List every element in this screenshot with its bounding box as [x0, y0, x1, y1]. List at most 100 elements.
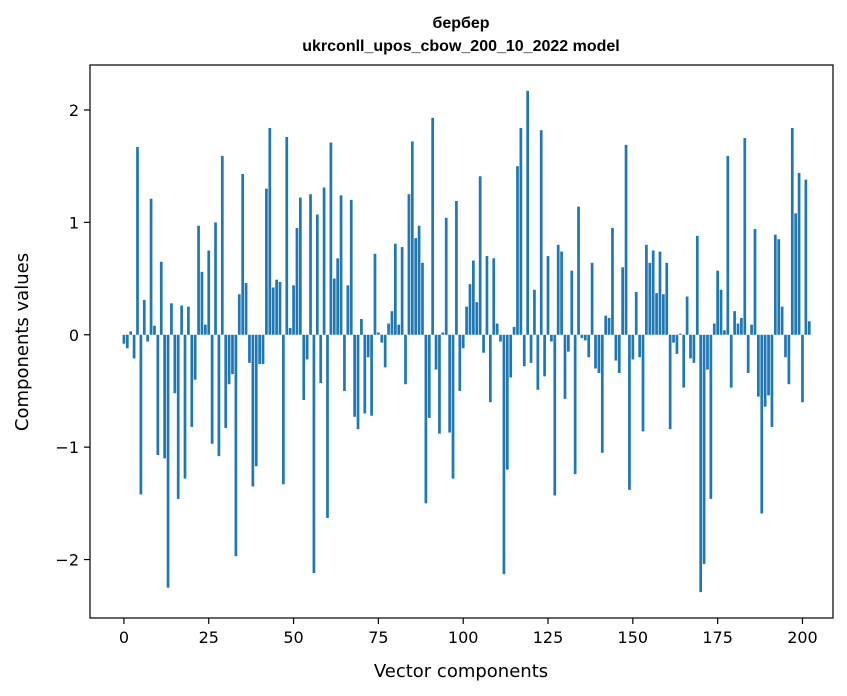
- bar-140: [597, 334, 601, 373]
- y-tick-label: 1: [69, 213, 79, 232]
- bar-88: [421, 262, 424, 335]
- bar-171: [702, 334, 706, 565]
- bar-200: [801, 334, 804, 403]
- bar-98: [455, 201, 458, 335]
- x-tick-label: 175: [702, 628, 733, 647]
- bar-99: [458, 334, 462, 391]
- bar-56: [312, 334, 316, 574]
- bar-61: [329, 142, 333, 335]
- bar-111: [499, 334, 502, 342]
- bar-95: [444, 217, 448, 335]
- bar-106: [482, 334, 485, 353]
- chart-title-line2: ukrconll_upos_cbow_200_10_2022 model: [302, 38, 619, 55]
- bar-93: [438, 334, 441, 434]
- bar-155: [648, 262, 652, 335]
- bar-124: [543, 334, 546, 377]
- bar-35: [241, 174, 245, 335]
- bar-24: [203, 324, 207, 335]
- bar-193: [777, 239, 781, 335]
- bar-156: [651, 250, 655, 335]
- bar-18: [183, 334, 187, 479]
- bar-101: [465, 306, 468, 335]
- bar-22: [197, 225, 200, 335]
- bar-72: [366, 334, 370, 358]
- bar-20: [190, 334, 194, 427]
- y-tick-label: −1: [55, 438, 79, 457]
- bar-115: [512, 326, 516, 335]
- bar-89: [424, 334, 428, 504]
- bar-202: [807, 321, 811, 335]
- bar-57: [315, 214, 319, 335]
- bar-53: [302, 334, 306, 400]
- bar-74: [373, 253, 377, 335]
- bar-48: [285, 136, 289, 335]
- bar-164: [678, 333, 682, 335]
- bar-5: [139, 334, 143, 495]
- bar-107: [485, 256, 489, 335]
- bar-149: [628, 334, 631, 490]
- bar-76: [380, 334, 384, 343]
- bar-137: [587, 334, 591, 358]
- bar-153: [641, 334, 645, 432]
- x-tick-label: 125: [533, 628, 564, 647]
- bar-25: [207, 250, 211, 335]
- bar-197: [790, 127, 794, 335]
- bar-23: [200, 271, 204, 335]
- bar-7: [146, 334, 150, 342]
- bar-82: [400, 247, 404, 335]
- bar-104: [475, 302, 479, 335]
- bar-117: [519, 127, 523, 335]
- bar-166: [685, 296, 689, 335]
- bar-152: [638, 334, 641, 358]
- plot-frame: [89, 64, 834, 619]
- bar-32: [231, 334, 234, 375]
- bar-100: [461, 334, 465, 349]
- bar-154: [645, 244, 648, 335]
- bar-44: [271, 287, 275, 335]
- bar-167: [689, 334, 692, 359]
- bar-17: [180, 305, 183, 335]
- y-tick-label: 0: [69, 326, 79, 345]
- bar-186: [753, 229, 757, 335]
- y-axis-ticks: −2 −1 0 1 2: [55, 101, 90, 570]
- bar-10: [156, 334, 160, 456]
- bar-2: [129, 331, 133, 335]
- bar-52: [298, 197, 302, 335]
- bar-78: [387, 323, 390, 335]
- bar-192: [773, 234, 777, 335]
- bar-113: [505, 334, 509, 470]
- bar-6: [142, 299, 146, 335]
- bar-177: [723, 330, 726, 335]
- bar-54: [305, 334, 309, 360]
- bar-190: [767, 334, 770, 396]
- bar-180: [733, 311, 736, 335]
- y-axis-label: Components values: [12, 253, 33, 431]
- bar-8: [149, 198, 153, 335]
- bar-9: [153, 325, 156, 335]
- bar-126: [550, 334, 553, 342]
- bar-195: [784, 334, 787, 358]
- bar-62: [332, 278, 336, 335]
- bar-185: [750, 324, 753, 335]
- bar-165: [682, 334, 686, 388]
- bar-143: [607, 317, 611, 335]
- bar-102: [468, 284, 472, 335]
- bar-161: [668, 334, 672, 430]
- bar-46: [278, 281, 282, 335]
- bar-145: [614, 334, 618, 361]
- bar-135: [580, 334, 584, 339]
- bar-134: [577, 206, 580, 335]
- bar-59: [322, 187, 326, 335]
- bar-31: [227, 334, 231, 385]
- bar-175: [716, 270, 720, 335]
- bar-66: [346, 285, 350, 335]
- bar-163: [675, 334, 679, 354]
- bar-168: [692, 334, 696, 363]
- bar-33: [234, 334, 238, 557]
- bar-184: [746, 334, 750, 373]
- bar-90: [427, 334, 431, 418]
- bar-60: [326, 334, 329, 518]
- bar-150: [631, 334, 635, 360]
- bar-58: [319, 334, 323, 384]
- bar-130: [563, 334, 567, 399]
